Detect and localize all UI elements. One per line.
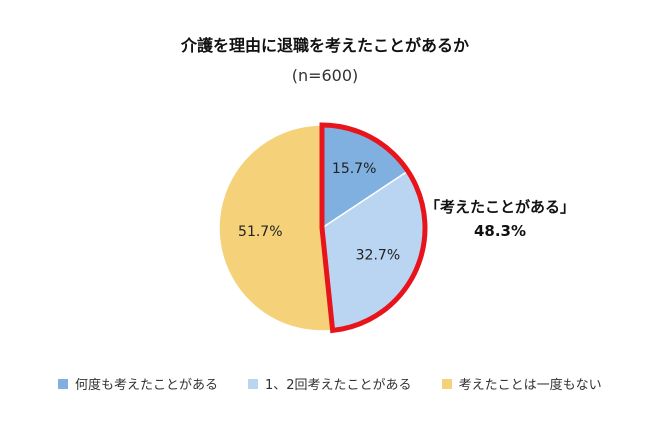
legend-swatch-once-twice — [248, 378, 259, 389]
chart-title: 介護を理由に退職を考えたことがあるか — [180, 36, 469, 55]
legend-label-once-twice: 1、2回考えたことがある — [265, 378, 412, 393]
highlight-outline — [319, 122, 428, 334]
legend-item-never: 考えたことは一度もない — [441, 374, 602, 393]
data-label-0: 15.7% — [332, 161, 376, 177]
highlight-value: 48.3% — [473, 222, 527, 240]
legend: 何度も考えたことがある 1、2回考えたことがある 考えたことは一度もない — [58, 374, 618, 393]
legend-swatch-never — [441, 378, 452, 389]
highlight-label: 「考えたことがある」 — [425, 198, 576, 216]
legend-label-frequent: 何度も考えたことがある — [75, 378, 219, 393]
legend-label-never: 考えたことは一度もない — [458, 378, 602, 393]
pie-slice-2 — [218, 124, 334, 332]
legend-swatch-frequent — [58, 378, 68, 389]
legend-item-once-twice: 1、2回考えたことがある — [248, 374, 412, 393]
data-label-2: 51.7% — [238, 224, 282, 240]
chart-subtitle: (n=600) — [291, 66, 359, 85]
data-label-1: 32.7% — [356, 247, 400, 263]
legend-item-frequent: 何度も考えたことがある — [58, 374, 218, 393]
